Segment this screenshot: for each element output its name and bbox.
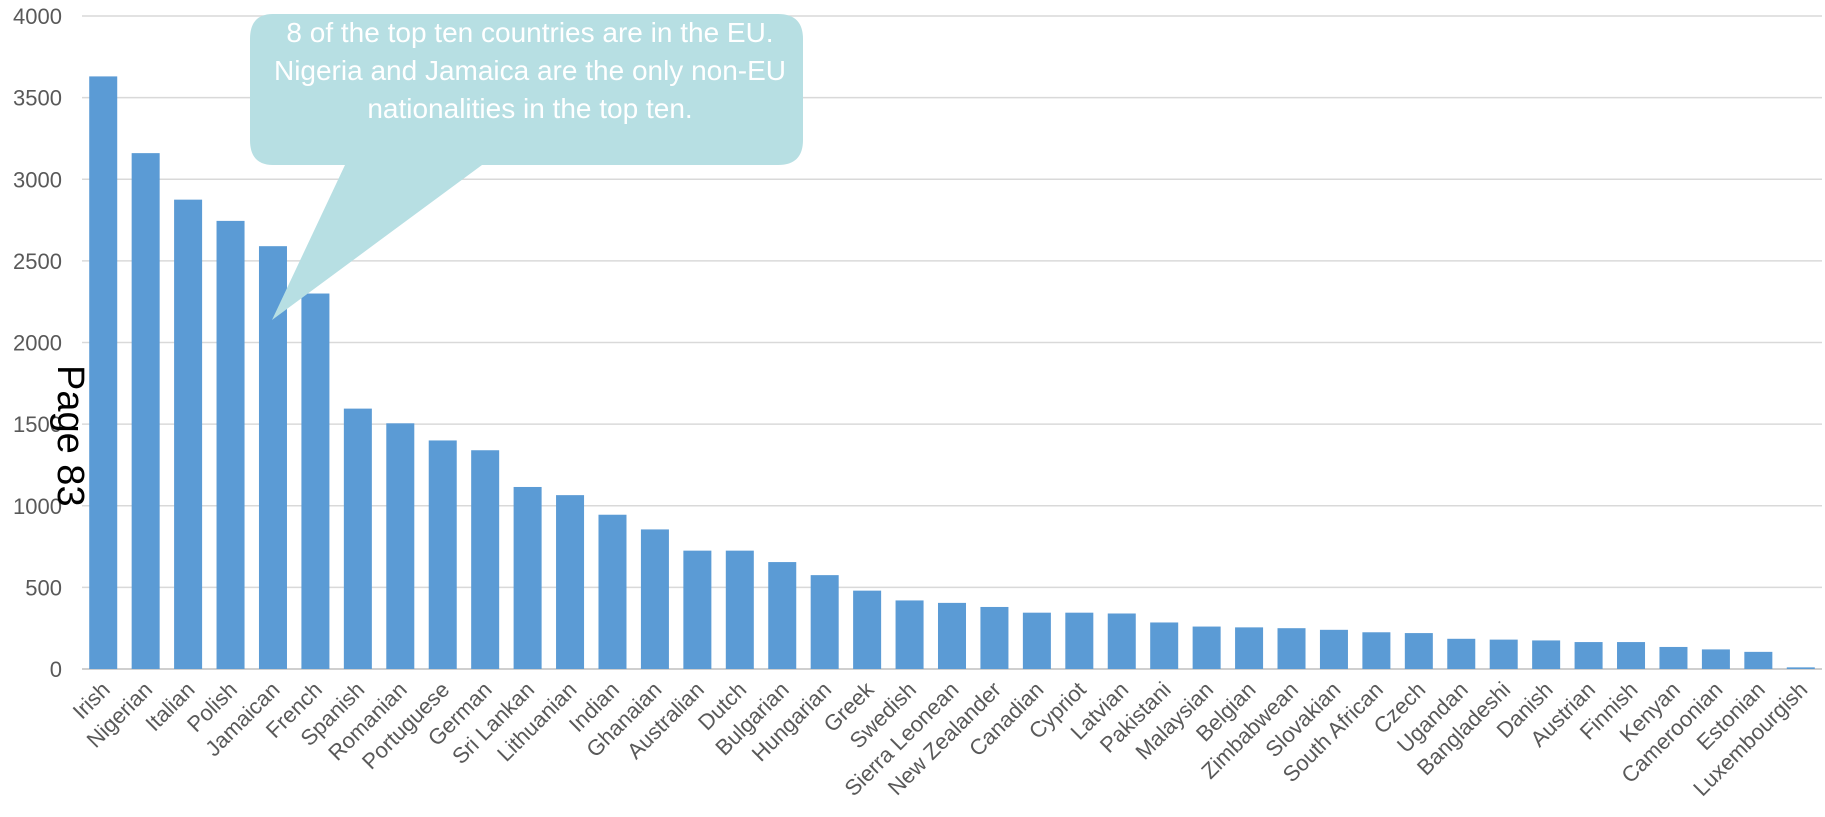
y-tick-label: 1500 bbox=[13, 412, 62, 437]
bar-kenyan bbox=[1659, 646, 1688, 669]
bar-sierra-leonean bbox=[937, 602, 967, 669]
annotation-callout bbox=[250, 14, 803, 320]
bar-pakistani bbox=[1150, 622, 1179, 669]
bar-polish bbox=[216, 220, 245, 669]
bar-estonian bbox=[1744, 651, 1773, 669]
bar-lithuanian bbox=[556, 495, 585, 669]
bars bbox=[89, 76, 1815, 670]
bar-new-zealander bbox=[980, 606, 1009, 669]
bar-french bbox=[301, 293, 330, 669]
bar-jamaican bbox=[258, 246, 287, 669]
bar-greek bbox=[853, 590, 882, 669]
bar-bangladeshi bbox=[1489, 639, 1518, 669]
y-tick-label: 2000 bbox=[13, 331, 62, 356]
bar-finnish bbox=[1617, 642, 1646, 669]
y-tick-label: 3000 bbox=[13, 167, 62, 192]
bar-hungarian bbox=[810, 575, 839, 669]
y-tick-label: 0 bbox=[50, 657, 62, 682]
bar-german bbox=[471, 450, 500, 669]
bar-swedish bbox=[895, 600, 924, 669]
bar-austrian bbox=[1574, 642, 1603, 669]
bar-canadian bbox=[1022, 612, 1051, 669]
y-tick-label: 4000 bbox=[13, 4, 62, 29]
y-tick-label: 500 bbox=[25, 575, 62, 600]
bar-spanish bbox=[343, 408, 372, 669]
bar-danish bbox=[1532, 640, 1561, 669]
bar-czech bbox=[1404, 633, 1433, 669]
bar-bulgarian bbox=[768, 562, 797, 669]
bar-belgian bbox=[1235, 627, 1264, 669]
bar-malaysian bbox=[1192, 626, 1221, 669]
bar-cameroonian bbox=[1701, 649, 1730, 669]
bar-cypriot bbox=[1065, 612, 1094, 669]
bar-ghanaian bbox=[640, 529, 669, 669]
bar-romanian bbox=[386, 423, 415, 669]
y-axis-ticks: 0 500 1000 1500 2000 2500 3000 3500 4000 bbox=[13, 4, 62, 682]
bar-ugandan bbox=[1447, 638, 1476, 669]
bar-irish bbox=[89, 76, 118, 670]
annotation-text: 8 of the top ten countries are in the EU… bbox=[273, 17, 787, 124]
bar-latvian bbox=[1107, 613, 1136, 669]
bar-portuguese bbox=[428, 440, 457, 669]
bar-australian bbox=[683, 550, 712, 669]
bar-sri-lankan bbox=[513, 486, 542, 669]
bar-italian bbox=[174, 199, 203, 669]
bar-nigerian bbox=[131, 153, 160, 669]
bar-indian bbox=[598, 514, 627, 669]
y-tick-label: 2500 bbox=[13, 249, 62, 274]
bar-slovakian bbox=[1319, 629, 1348, 669]
page-number: Page 83 bbox=[49, 365, 91, 507]
bar-south-african bbox=[1362, 632, 1391, 669]
x-axis-labels: IrishNigerianItalianPolishJamaicanFrench… bbox=[68, 676, 1813, 801]
bar-luxembourgish bbox=[1786, 667, 1815, 669]
y-tick-label: 3500 bbox=[13, 86, 62, 111]
y-tick-label: 1000 bbox=[13, 494, 62, 519]
bar-dutch bbox=[725, 550, 754, 669]
bar-zimbabwean bbox=[1277, 628, 1306, 669]
